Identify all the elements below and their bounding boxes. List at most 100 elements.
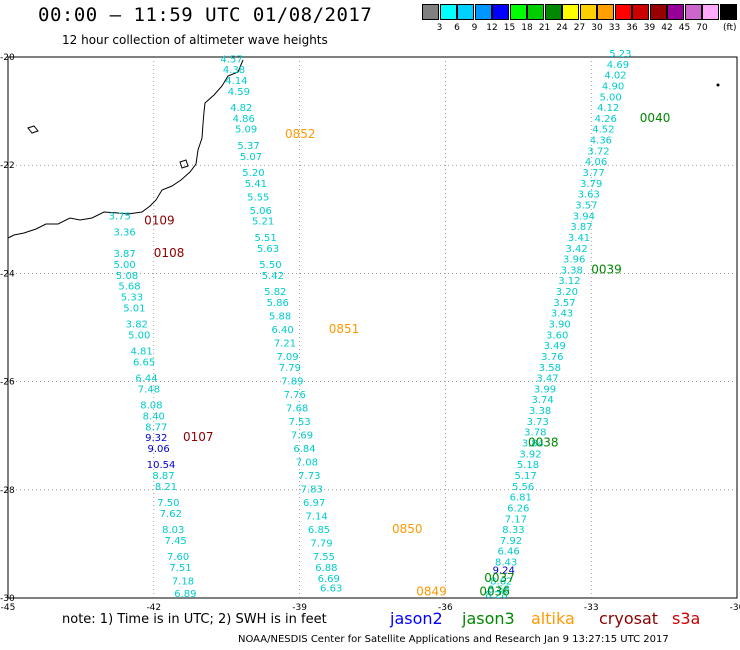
pass-time-label: 0849: [416, 584, 447, 598]
wave-height-label: 3.63: [578, 190, 600, 201]
wave-height-label: 5.07: [240, 152, 262, 163]
scale-label: 12: [486, 23, 498, 33]
wave-height-label: 3.84: [522, 439, 544, 450]
wave-height-label: 5.42: [262, 271, 284, 282]
scale-swatch: [544, 4, 562, 20]
wave-height-label: 3.92: [519, 449, 541, 460]
wave-height-label: 3.58: [539, 363, 561, 374]
wave-height-label: 5.20: [242, 168, 264, 179]
wave-height-label: 8.08: [140, 401, 162, 412]
wave-height-label: 8.87: [152, 471, 174, 482]
wave-height-label: 9.06: [148, 444, 170, 455]
scale-swatch: [614, 4, 632, 20]
footnote: note: 1) Time is in UTC; 2) SWH is in fe…: [62, 612, 327, 627]
wave-height-label: 3.90: [548, 320, 570, 331]
pass-time-label: 0852: [285, 127, 316, 141]
wave-height-label: 4.59: [228, 87, 250, 98]
wave-height-label: 3.60: [546, 330, 568, 341]
scale-label: 39: [643, 23, 656, 33]
wave-height-label: 7.69: [291, 430, 313, 441]
scale-swatch: [719, 4, 737, 20]
scale-label: 36: [626, 23, 638, 33]
wave-height-label: 4.90: [602, 81, 624, 92]
wave-height-label: 7.83: [301, 485, 323, 496]
wave-height-label: 4.52: [592, 125, 614, 136]
pass-time-label: 0040: [640, 111, 671, 125]
wave-height-label: 6.40: [271, 325, 293, 336]
wave-height-label: 5.17: [514, 471, 536, 482]
wave-height-label: 8.77: [145, 422, 167, 433]
wave-height-label: 6.81: [510, 493, 532, 504]
lon-tick-label: -39: [292, 603, 307, 613]
wave-height-label: 5.33: [121, 292, 143, 303]
scale-label: 27: [573, 23, 586, 33]
wave-height-label: 7.14: [305, 512, 327, 523]
island-outline: [27, 125, 39, 134]
wave-height-label: 4.36: [590, 136, 612, 147]
pass-time-label: 0850: [392, 522, 423, 536]
scale-label: 45: [678, 23, 691, 33]
wave-height-label: 5.21: [252, 217, 274, 228]
wave-height-label: 5.01: [123, 303, 145, 314]
wave-height-label: 8.40: [143, 411, 165, 422]
wave-height-label: 5.00: [128, 330, 150, 341]
map-title: 00:00 — 11:59 UTC 01/08/2017: [38, 4, 373, 26]
wave-height-label: 3.57: [575, 200, 597, 211]
legend-altika: altika: [531, 609, 575, 628]
wave-height-label: 3.47: [536, 374, 558, 385]
pass-time-label: 0109: [144, 214, 175, 228]
wave-height-label: 3.87: [570, 222, 592, 233]
scale-swatch: [527, 4, 544, 20]
scale-swatch: [667, 4, 684, 20]
wave-height-label: 7.68: [286, 403, 308, 414]
wave-height-label: 6.44: [135, 374, 157, 385]
wave-height-label: 7.21: [274, 338, 296, 349]
wave-height-label: 3.79: [580, 179, 602, 190]
wave-height-label: 3.43: [551, 309, 573, 320]
wave-height-label: 3.57: [553, 298, 575, 309]
wave-height-label: 6.63: [320, 584, 342, 595]
wave-height-label: 3.77: [582, 168, 604, 179]
wave-height-label: 3.36: [114, 228, 136, 239]
wave-height-label: 7.45: [165, 536, 187, 547]
scale-swatch: [702, 4, 719, 20]
wave-height-label: 3.75: [109, 211, 131, 222]
wave-height-label: 5.08: [116, 271, 138, 282]
wave-height-label: 6.88: [315, 563, 337, 574]
wave-height-label: 5.37: [237, 141, 259, 152]
wave-height-label: 5.86: [267, 298, 289, 309]
wave-height-label: 3.20: [556, 287, 578, 298]
scale-swatch: [492, 4, 509, 20]
scale-label: 30: [591, 23, 603, 33]
lon-tick-label: -45: [1, 603, 16, 613]
lat-tick-label: -22: [0, 161, 15, 171]
wave-height-label: 5.55: [247, 192, 269, 203]
wave-height-label: 5.06: [250, 206, 272, 217]
pass-time-label: 0039: [591, 262, 622, 276]
scale-unit: (ft): [723, 23, 737, 33]
wave-height-label: 4.38: [223, 65, 245, 76]
wave-height-label: 3.94: [573, 211, 595, 222]
wave-height-label: 7.73: [298, 471, 320, 482]
wave-height-label: 7.79: [310, 539, 332, 550]
island-outline: [179, 159, 189, 169]
wave-height-label: 4.86: [233, 114, 255, 125]
lon-tick-label: -33: [584, 603, 599, 613]
wave-height-label: 7.48: [138, 384, 160, 395]
wave-height-label: 4.02: [604, 71, 626, 82]
wave-height-label: 6.89: [174, 589, 196, 600]
wave-height-label: 4.82: [230, 103, 252, 114]
scale-label: 21: [538, 23, 551, 33]
wave-height-label: 7.89: [281, 376, 303, 387]
wave-height-label: 7.50: [157, 498, 179, 509]
scale-swatch: [649, 4, 667, 20]
pass-time-label: 0036: [479, 584, 510, 598]
wave-height-label: 3.76: [541, 352, 563, 363]
scale-label: 33: [608, 23, 621, 33]
pass-time-label: 0037: [484, 571, 515, 585]
wave-height-label: 3.87: [114, 249, 136, 260]
scale-label: 70: [696, 23, 708, 33]
lat-tick-label: -20: [0, 53, 15, 63]
wave-height-label: 7.51: [169, 563, 191, 574]
